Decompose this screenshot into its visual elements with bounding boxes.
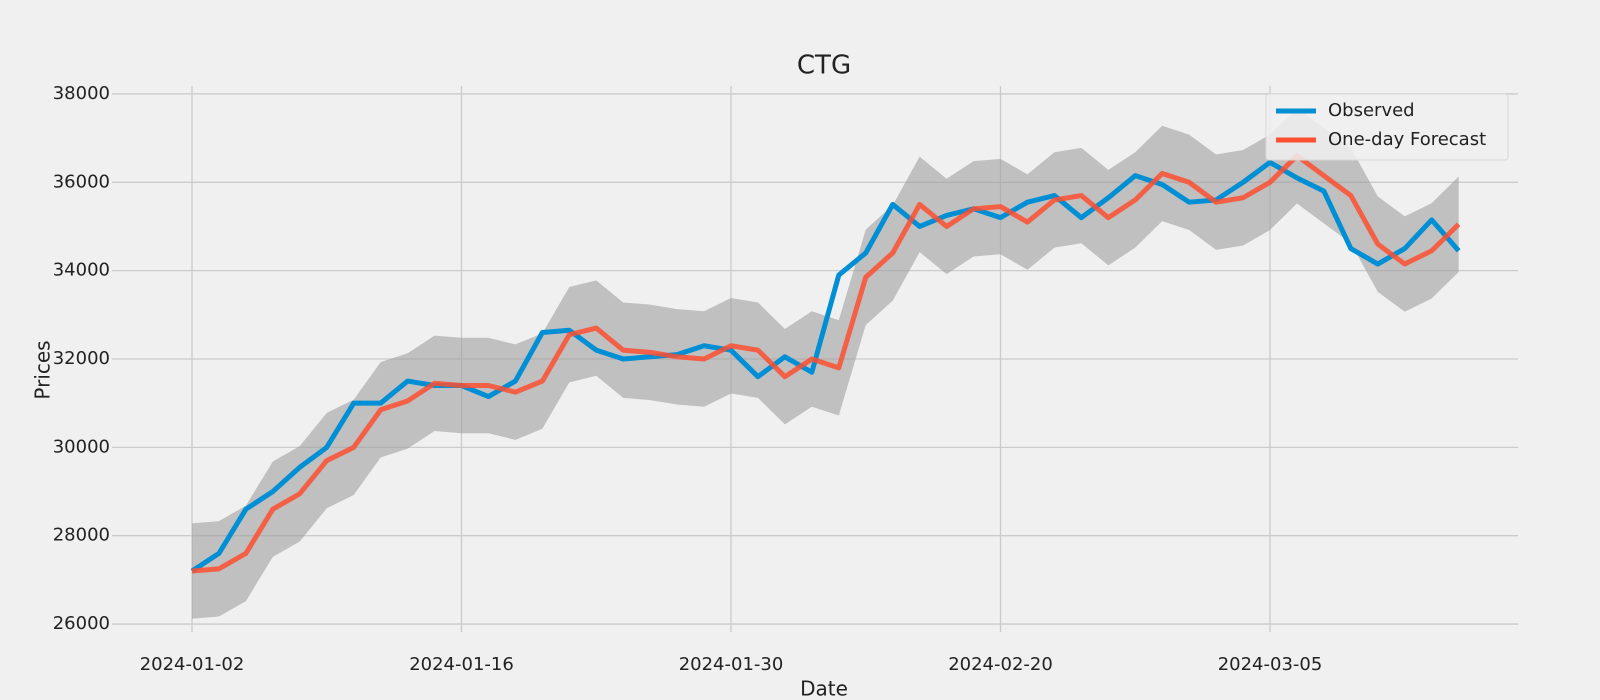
line-series	[190, 159, 1461, 574]
x-tick-label: 2024-02-20	[948, 654, 1053, 675]
x-tick-label: 2024-01-30	[679, 654, 784, 675]
y-tick-label: 26000	[53, 613, 110, 634]
x-tick-label: 2024-03-05	[1218, 654, 1323, 675]
legend-box	[1265, 93, 1509, 161]
y-tick-label: 38000	[53, 83, 110, 104]
x-tick-label: 2024-01-16	[409, 654, 514, 675]
y-tick-label: 34000	[53, 260, 110, 281]
legend-label: One-day Forecast	[1328, 129, 1486, 150]
legend: Observed One-day Forecast	[1265, 93, 1509, 161]
y-tick-label: 36000	[53, 171, 110, 192]
legend-label: Observed	[1328, 100, 1415, 121]
y-axis-label: Prices	[31, 340, 55, 399]
line-series	[191, 153, 1461, 574]
y-tick-label: 30000	[53, 436, 110, 457]
x-axis-label: Date	[800, 677, 848, 700]
y-tick-label: 32000	[53, 348, 110, 369]
chart-title: CTG	[797, 51, 851, 81]
x-tick-label: 2024-01-02	[140, 654, 245, 675]
y-tick-label: 28000	[53, 525, 110, 546]
